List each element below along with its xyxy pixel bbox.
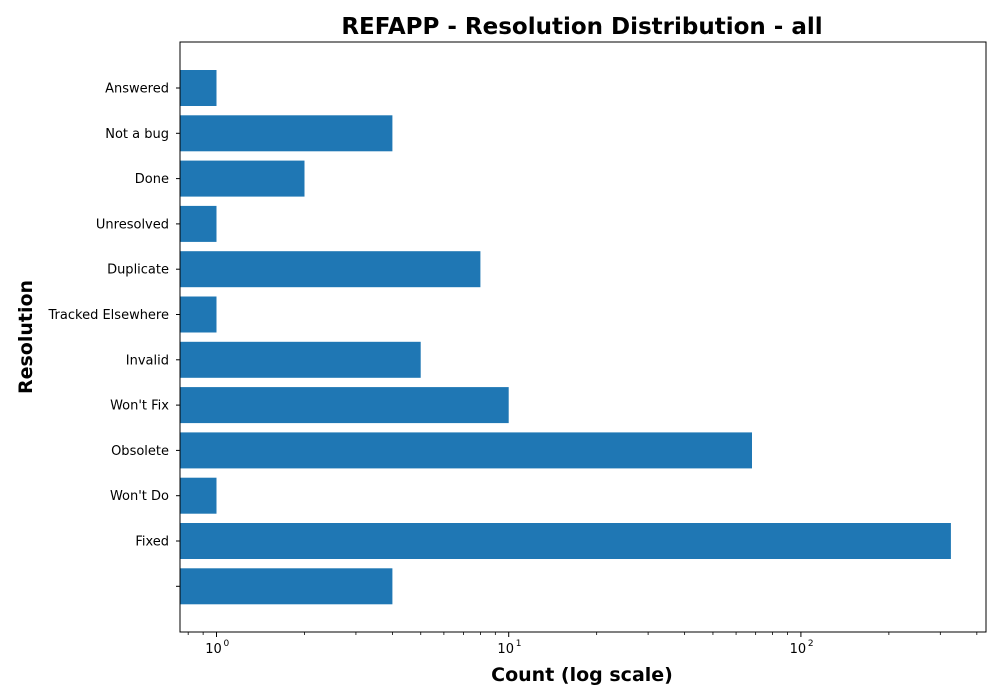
bars-group — [180, 70, 951, 605]
bar — [180, 296, 217, 333]
bar — [180, 477, 217, 514]
x-axis-ticks: 10 0 10 1 10 2 — [187, 632, 978, 657]
bar — [180, 341, 421, 378]
y-tick-label: Invalid — [126, 353, 169, 368]
x-tick-label: 10 — [205, 642, 222, 657]
plot-frame — [179, 41, 987, 633]
x-tick-exponent: 0 — [224, 639, 230, 649]
y-tick-label: Obsolete — [111, 444, 169, 459]
x-tick-exponent: 2 — [808, 639, 814, 649]
y-tick-label: Won't Do — [110, 489, 169, 504]
y-tick-label: Unresolved — [96, 217, 169, 232]
y-axis-ticks: Answered Not a bug Done Unresolved Duplicate… — [48, 82, 180, 587]
bar — [180, 568, 393, 605]
bar — [180, 70, 217, 106]
x-tick-label: 10 — [790, 642, 807, 657]
bar — [180, 205, 217, 242]
x-tick-exponent: 1 — [516, 639, 522, 649]
x-tick-label: 10 — [497, 642, 514, 657]
bar — [180, 432, 752, 469]
y-tick-label: Answered — [105, 82, 169, 97]
chart-title: REFAPP - Resolution Distribution - all — [341, 14, 822, 40]
y-tick-label: Fixed — [135, 535, 169, 550]
y-tick-label: Done — [135, 172, 169, 187]
y-tick-label: Won't Fix — [110, 399, 169, 414]
bar — [180, 160, 305, 197]
y-tick-label: Not a bug — [105, 127, 169, 142]
bar — [180, 387, 509, 424]
x-axis-label: Count (log scale) — [491, 664, 673, 686]
y-tick-label: Duplicate — [107, 263, 169, 278]
y-tick-label: Tracked Elsewhere — [48, 308, 169, 323]
bar — [180, 251, 481, 288]
y-axis-label: Resolution — [15, 280, 37, 394]
bar — [180, 523, 951, 559]
bar — [180, 115, 393, 152]
